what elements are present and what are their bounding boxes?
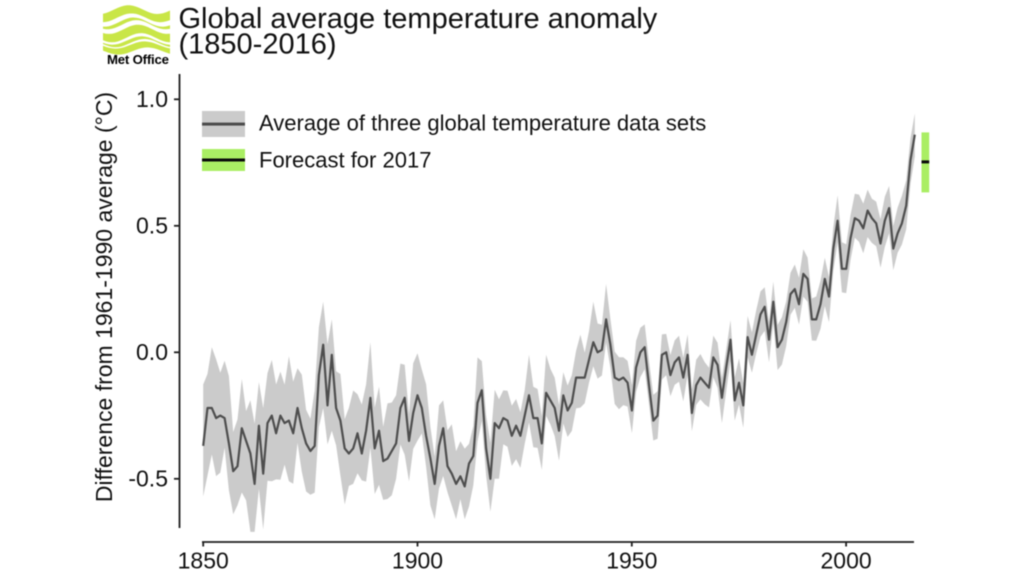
svg-text:1950: 1950	[606, 548, 657, 574]
svg-text:Met Office: Met Office	[107, 52, 169, 67]
svg-text:1900: 1900	[392, 548, 443, 574]
svg-text:-0.5: -0.5	[128, 466, 168, 492]
svg-text:1.0: 1.0	[136, 86, 168, 112]
svg-text:0.0: 0.0	[136, 339, 168, 365]
svg-text:1850: 1850	[178, 548, 229, 574]
svg-text:(1850-2016): (1850-2016)	[179, 29, 337, 61]
svg-text:Average of three global temper: Average of three global temperature data…	[259, 111, 706, 136]
svg-text:2000: 2000	[821, 548, 872, 574]
svg-text:Global average temperature ano: Global average temperature anomaly	[179, 3, 658, 35]
svg-text:Difference from 1961-1990 aver: Difference from 1961-1990 average (°C)	[91, 92, 117, 502]
svg-text:0.5: 0.5	[136, 213, 168, 239]
svg-text:Forecast for 2017: Forecast for 2017	[259, 148, 431, 173]
